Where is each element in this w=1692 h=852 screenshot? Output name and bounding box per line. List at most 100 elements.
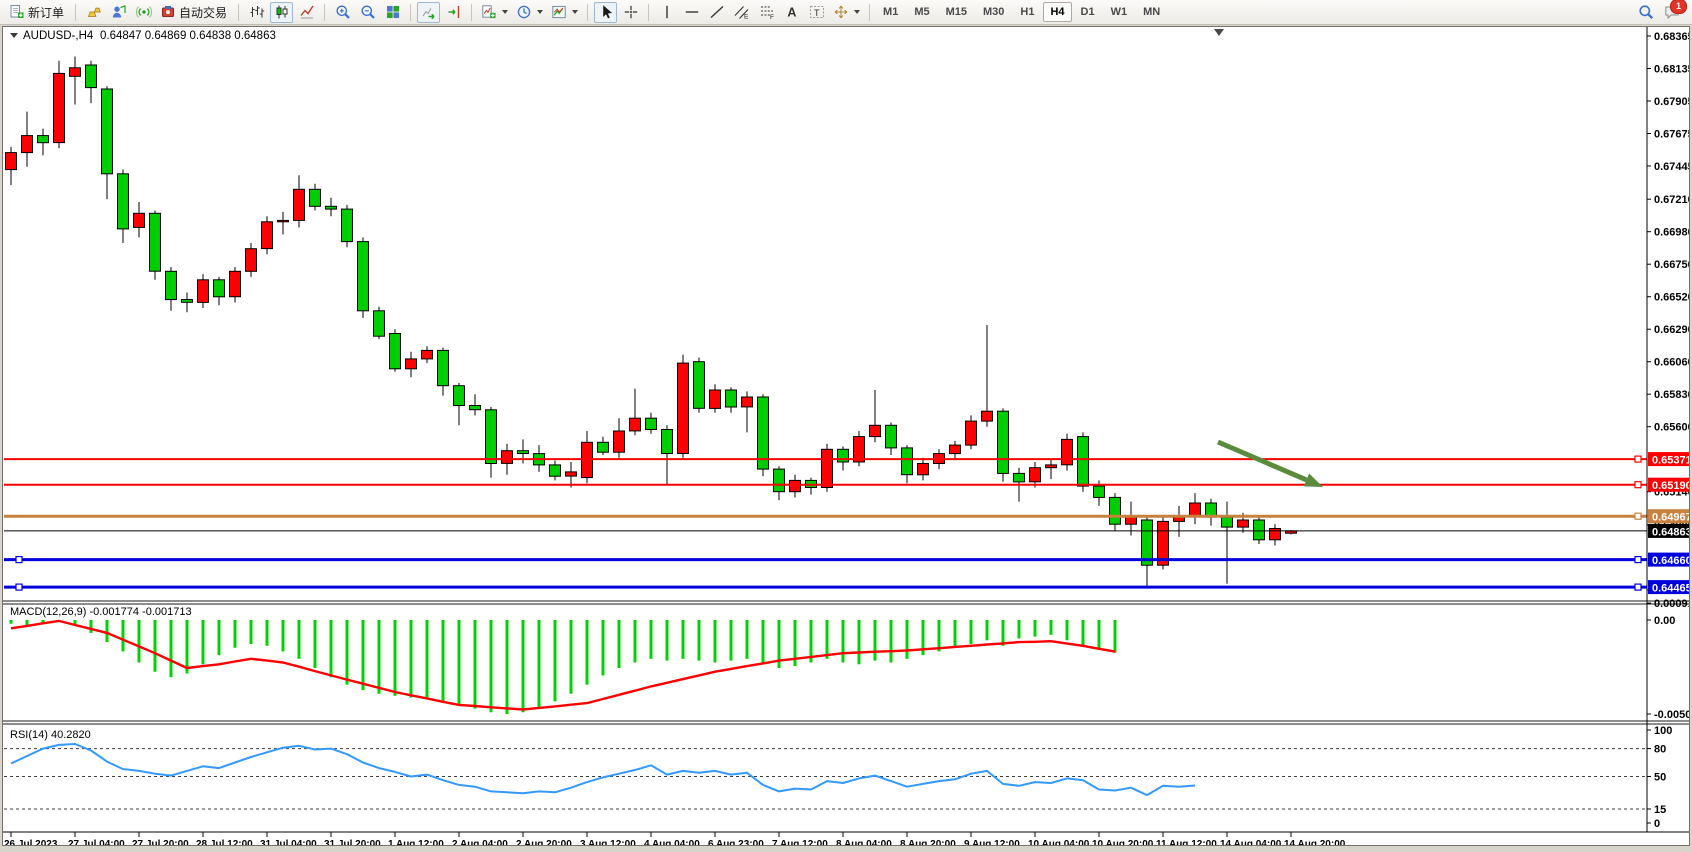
toolbar-button-vertical-line[interactable]	[655, 2, 678, 23]
gold-icon	[87, 7, 101, 17]
rsi-scale-label: 50	[1654, 772, 1666, 784]
timeframe-D1[interactable]: D1	[1080, 6, 1095, 18]
toolbar-button-chart-shift[interactable]	[442, 2, 465, 23]
timeframe-M5[interactable]: M5	[914, 6, 930, 18]
toolbar-button-text-label[interactable]: T	[805, 2, 828, 23]
trend-arrow-head[interactable]	[1303, 473, 1323, 487]
toolbar-button-chat[interactable]: 1	[1664, 0, 1687, 20]
candle	[101, 88, 113, 175]
candle	[837, 448, 849, 463]
macd-scale-label: 0.00	[1654, 615, 1675, 627]
price-badge	[1648, 580, 1689, 595]
toolbar-button-horizontal-line[interactable]	[680, 2, 703, 23]
candle	[949, 444, 961, 455]
price-badge	[1648, 509, 1689, 524]
toolbar-button-signal[interactable]	[132, 2, 155, 23]
toolbar-button-indicators[interactable]	[478, 2, 511, 23]
toolbar-button-periods[interactable]	[513, 2, 546, 23]
toolbar-button-crosshair[interactable]	[619, 2, 642, 23]
hline-handle[interactable]	[15, 583, 23, 591]
symbol-dropdown-icon[interactable]	[10, 33, 18, 38]
symbol-header: AUDUSD-,H4	[23, 30, 94, 42]
chart-shift-icon	[448, 6, 459, 18]
time-tick-label: 7 Aug 12:00	[772, 839, 828, 845]
toolbar-button-cursor[interactable]	[594, 1, 618, 23]
vertical-line-icon	[665, 5, 668, 19]
toolbar-button-zoom-in[interactable]	[331, 2, 354, 23]
macd-pane-layer: 0.000913 0.00 -0.005093	[9, 598, 1689, 721]
zoom-in-icon	[336, 5, 350, 19]
time-tick-label: 2 Aug 20:00	[516, 839, 572, 845]
candle	[1269, 528, 1281, 541]
toolbar-button-fibonacci[interactable]: F	[755, 2, 778, 23]
toolbar-button-new-order[interactable]: 新订单	[6, 2, 69, 23]
toolbar-button-bar-chart[interactable]	[245, 2, 268, 23]
candle	[629, 417, 641, 432]
time-tick-label: 11 Aug 12:00	[1156, 839, 1217, 845]
toolbar-button-line-chart[interactable]	[295, 2, 318, 23]
candle	[21, 135, 33, 154]
candle	[981, 410, 993, 422]
timeframe-MN[interactable]: MN	[1143, 6, 1161, 18]
trend-arrow-annotation[interactable]	[1217, 439, 1308, 483]
rsi-line	[10, 743, 1196, 797]
timeframe-W1[interactable]: W1	[1110, 6, 1128, 18]
hline-handle[interactable]	[15, 555, 23, 564]
candle	[1253, 519, 1265, 541]
toolbar-button-arrows[interactable]	[830, 2, 863, 23]
toolbar-button-auto-scroll[interactable]	[417, 1, 441, 23]
time-tick-label: 28 Jul 12:00	[196, 839, 253, 845]
toolbar-button-gold[interactable]	[82, 2, 105, 23]
hline-handle[interactable]	[1634, 583, 1642, 591]
toolbar-button-tile-windows[interactable]	[381, 2, 404, 23]
market-watch-icon	[112, 5, 126, 18]
toolbar-button-zoom-out[interactable]	[356, 2, 379, 23]
candle	[117, 173, 129, 230]
rsi-scale-label: 15	[1654, 804, 1666, 816]
toolbar-separator	[471, 3, 473, 21]
svg-text:A: A	[787, 6, 796, 20]
candle	[917, 463, 929, 476]
candle	[453, 385, 465, 407]
toolbar-button-trend-line[interactable]	[705, 2, 728, 23]
toolbar-separator	[869, 3, 871, 21]
hline-handle[interactable]	[1634, 481, 1642, 489]
timeframe-M30[interactable]: M30	[983, 6, 1005, 18]
timeframe-M1[interactable]: M1	[883, 6, 899, 18]
toolbar-button-market-watch[interactable]	[107, 2, 130, 23]
candle	[357, 241, 369, 312]
svg-text:F: F	[770, 14, 774, 20]
tile-windows-icon	[386, 6, 399, 18]
price-tick-label: 0.67675	[1654, 129, 1689, 141]
candle	[677, 362, 689, 455]
zoom-out-icon	[361, 5, 375, 19]
candlestick-layer	[5, 56, 1297, 587]
dropdown-caret-icon	[502, 10, 509, 14]
toolbar-button-templates[interactable]	[548, 2, 581, 23]
hline-handle[interactable]	[1634, 512, 1642, 520]
candle	[1013, 472, 1025, 483]
hline-handle[interactable]	[1634, 555, 1642, 564]
timeframe-M15[interactable]: M15	[945, 6, 967, 18]
candle	[1221, 516, 1233, 528]
time-tick-label: 31 Jul 04:00	[260, 839, 317, 845]
time-tick-label: 14 Aug 20:00	[1284, 839, 1346, 845]
candle	[901, 447, 913, 476]
chart-shift-marker[interactable]	[1214, 29, 1224, 36]
price-badge	[1648, 452, 1689, 467]
toolbar-button-equidistant-channel[interactable]: E	[730, 2, 753, 23]
crosshair-icon	[624, 5, 637, 19]
timeframe-H1[interactable]: H1	[1020, 6, 1035, 18]
timeframe-H4[interactable]: H4	[1043, 2, 1072, 22]
line-chart-icon	[299, 5, 314, 19]
macd-signal-line	[10, 619, 1116, 711]
toolbar-button-text[interactable]: A	[780, 2, 803, 23]
hline-handle[interactable]	[1634, 455, 1642, 463]
toolbar-button-search[interactable]	[1638, 4, 1654, 20]
toolbar-button-autotrade[interactable]: 自动交易	[157, 2, 232, 23]
toolbar-button-candlestick-chart[interactable]	[270, 1, 294, 23]
candle	[789, 479, 801, 493]
bar-chart-icon	[250, 6, 264, 18]
